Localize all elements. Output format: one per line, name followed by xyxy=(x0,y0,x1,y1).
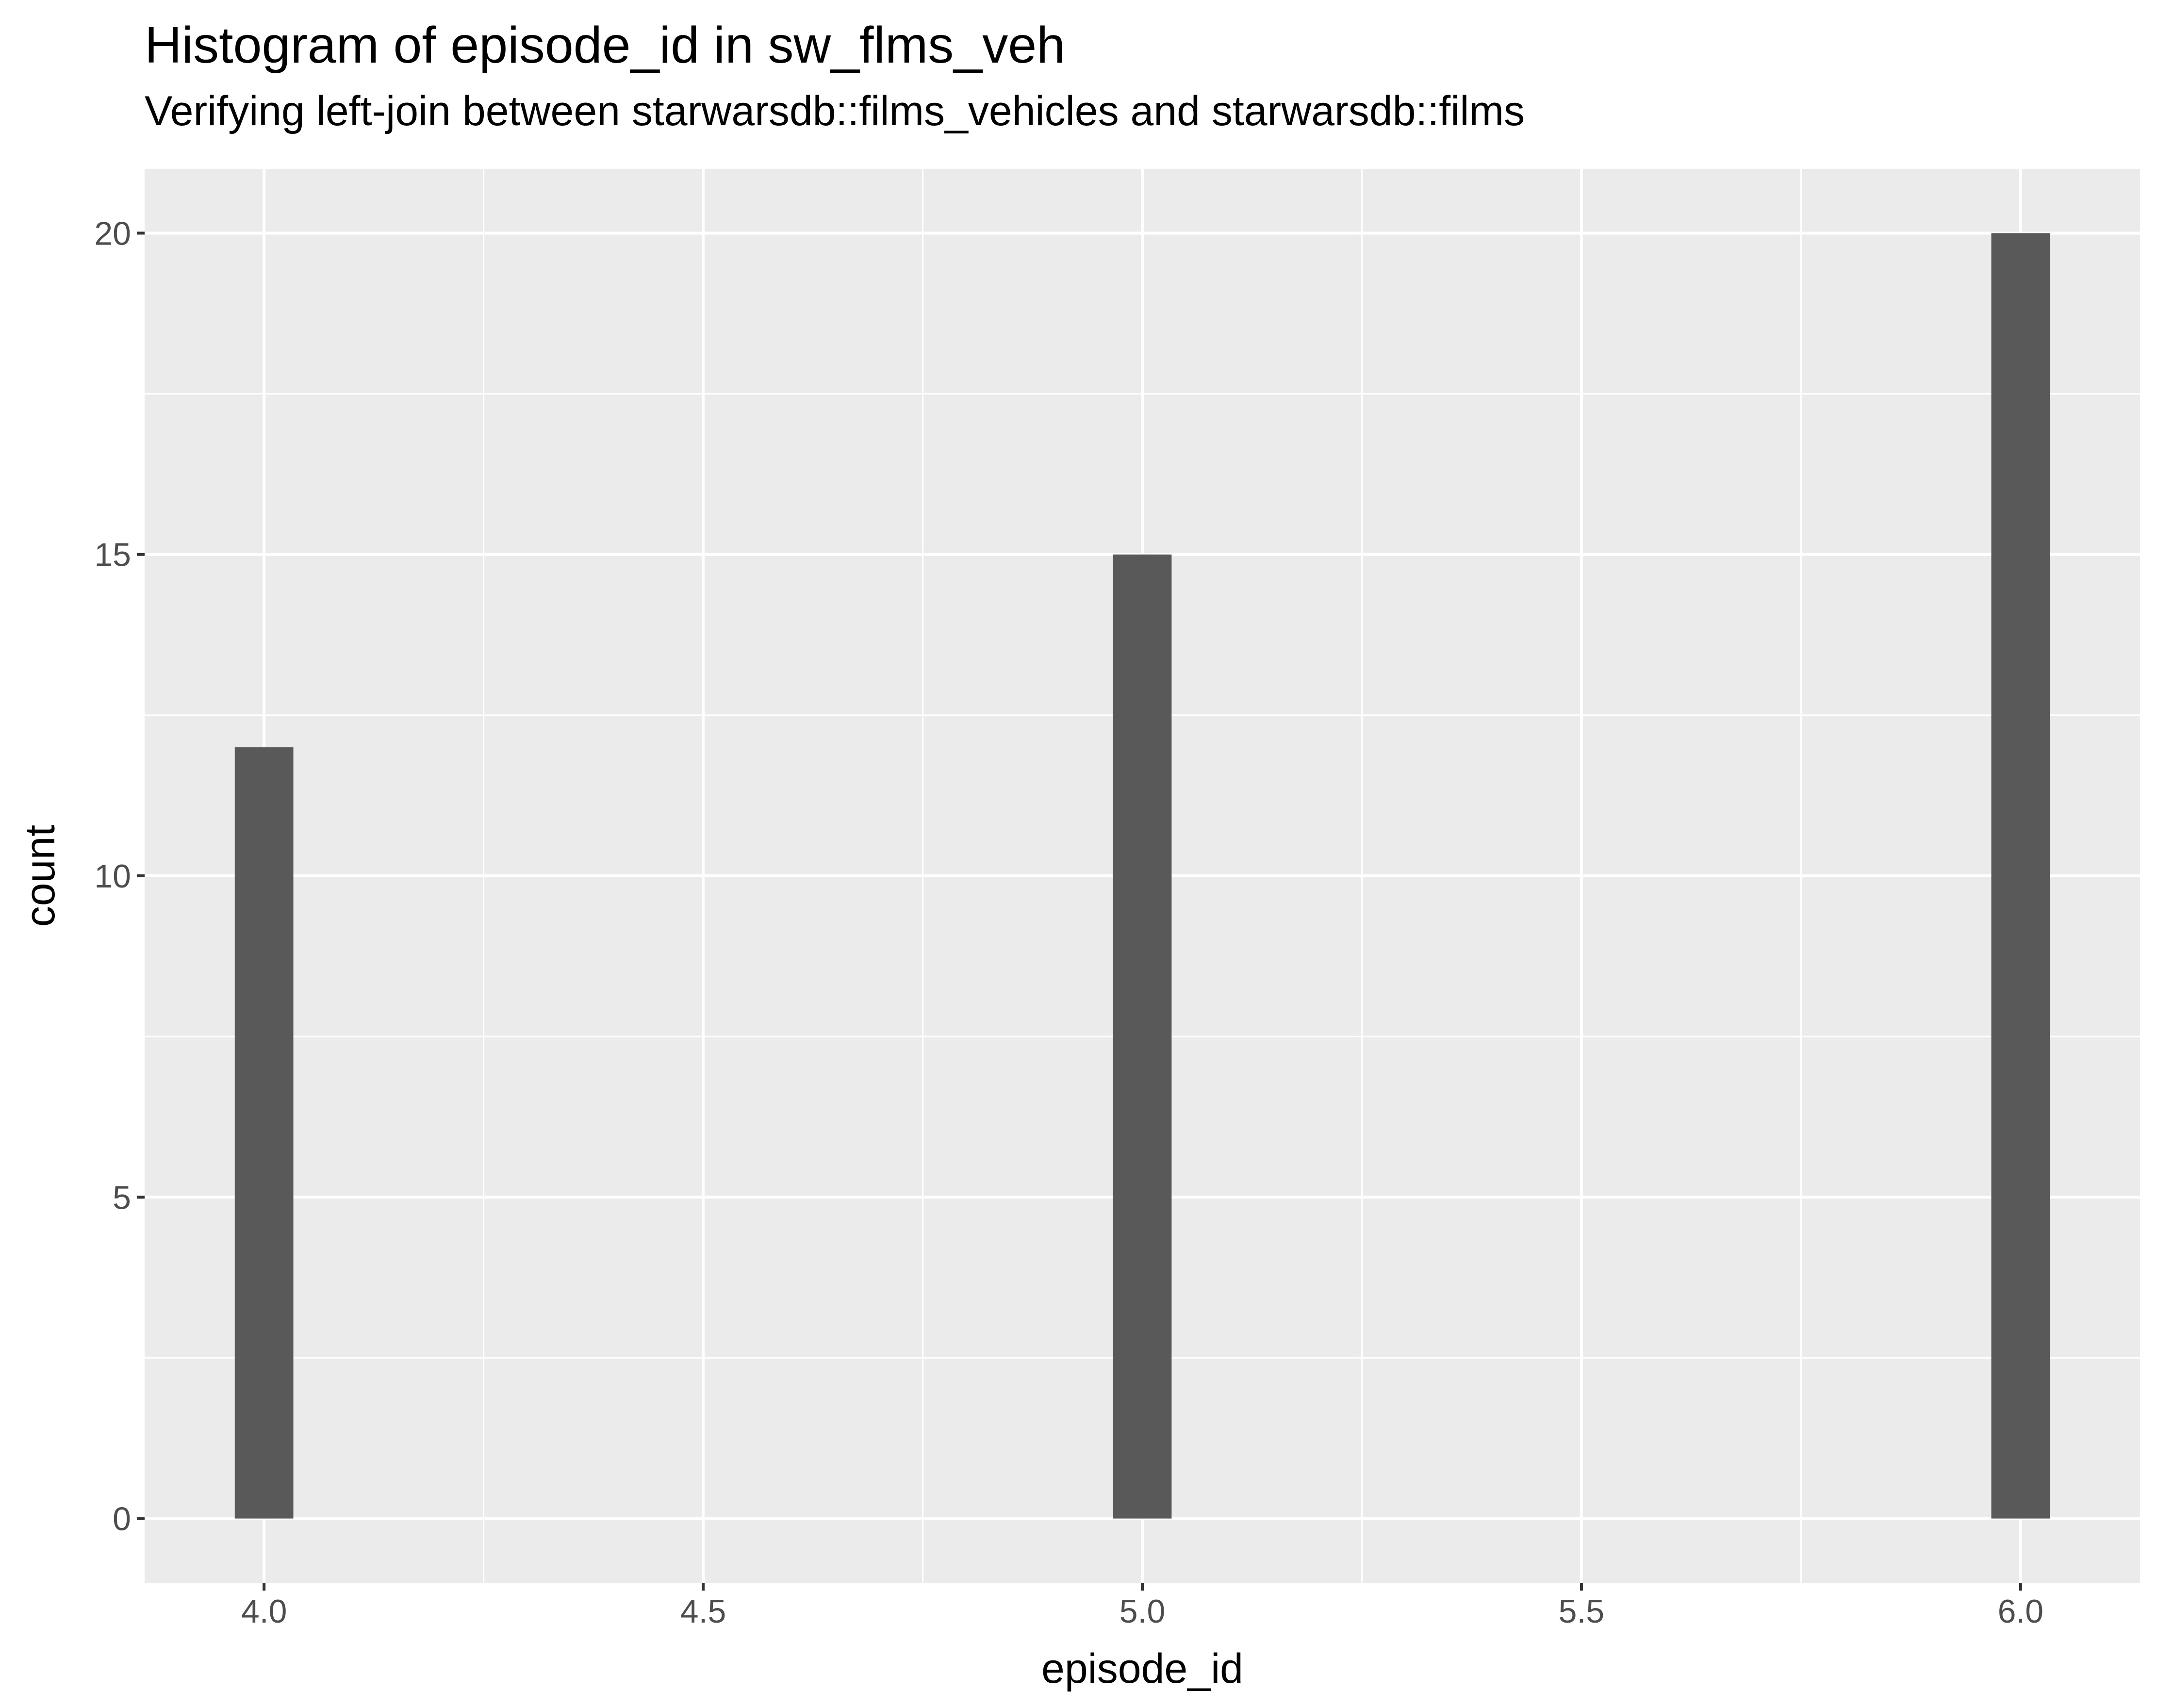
axes: 4.0 4.5 5.0 5.5 6.0 0 5 10 15 20 xyxy=(94,215,2043,1630)
x-tick-label: 5.0 xyxy=(1120,1593,1166,1630)
chart-title: Histogram of episode_id in sw_flms_veh xyxy=(145,16,1066,74)
x-axis-title: episode_id xyxy=(1041,1645,1243,1692)
y-tick-label: 15 xyxy=(94,537,131,574)
y-tick-label: 5 xyxy=(113,1179,131,1216)
histogram-bar xyxy=(1113,554,1172,1519)
y-tick-label: 10 xyxy=(94,858,131,895)
x-tick-label: 4.0 xyxy=(241,1593,287,1630)
y-tick-label: 0 xyxy=(113,1501,131,1538)
x-tick-label: 6.0 xyxy=(1998,1593,2044,1630)
chart-subtitle: Verifying left-join between starwarsdb::… xyxy=(145,88,1525,134)
histogram-bar xyxy=(1991,233,2050,1519)
bars xyxy=(234,233,2050,1519)
histogram-bar xyxy=(234,747,294,1519)
y-axis-title: count xyxy=(17,825,64,927)
x-tick-label: 5.5 xyxy=(1559,1593,1605,1630)
x-tick-label: 4.5 xyxy=(680,1593,726,1630)
y-tick-label: 20 xyxy=(94,215,131,252)
